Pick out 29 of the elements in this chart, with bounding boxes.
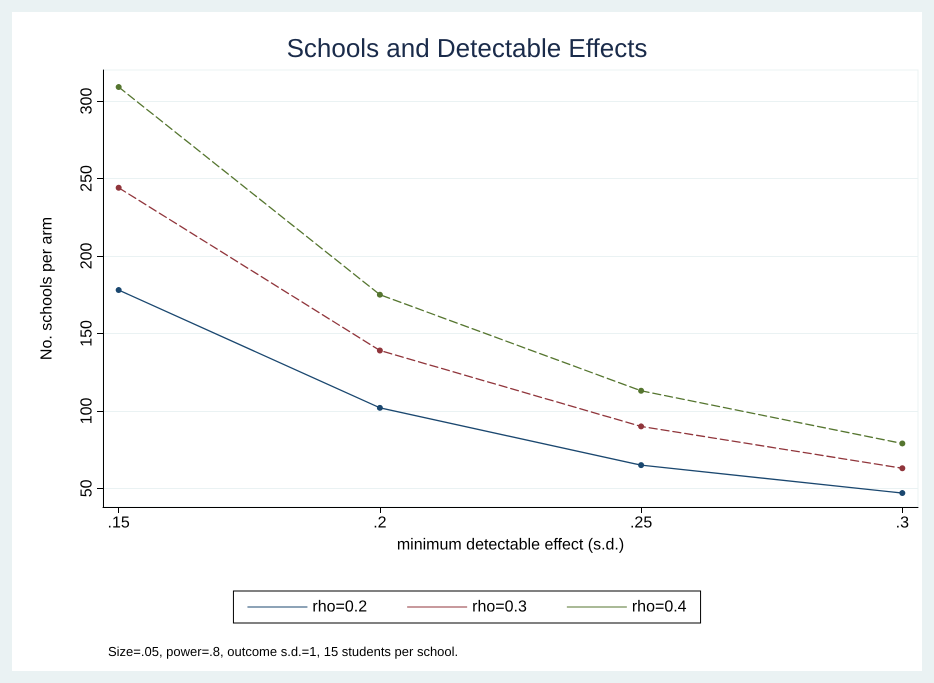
point <box>899 440 906 446</box>
point <box>638 462 644 468</box>
point <box>376 292 383 298</box>
point <box>899 490 906 496</box>
point <box>376 404 383 411</box>
point <box>638 423 644 430</box>
y-axis-title: No. schools per arm <box>38 216 56 360</box>
point <box>899 465 906 472</box>
y-tick-label: 100 <box>78 397 96 424</box>
text: Size=.05, power=.8, outcome s.d.=1, 15 students per school. <box>108 644 458 659</box>
point <box>638 388 644 394</box>
x-tick-label: .2 <box>373 514 387 532</box>
legend-label: rho=0.4 <box>632 598 687 616</box>
x-tick-label: .15 <box>108 514 130 532</box>
y-tick-label: 150 <box>78 320 96 347</box>
y-tick-label: 250 <box>78 165 96 192</box>
x-tick-label: .3 <box>896 514 910 532</box>
point <box>116 84 122 90</box>
point <box>116 184 122 191</box>
legend-label: rho=0.2 <box>312 598 368 616</box>
x-tick-label: .25 <box>630 514 652 532</box>
chart-title: Schools and Detectable Effects <box>286 33 648 63</box>
point <box>376 347 383 354</box>
y-tick-label: 300 <box>78 88 96 114</box>
legend-label: rho=0.3 <box>472 598 527 616</box>
y-tick-label: 50 <box>78 479 96 498</box>
y-tick-label: 200 <box>78 242 96 270</box>
x-axis-title: minimum detectable effect (s.d.) <box>396 536 624 554</box>
point <box>116 287 122 294</box>
